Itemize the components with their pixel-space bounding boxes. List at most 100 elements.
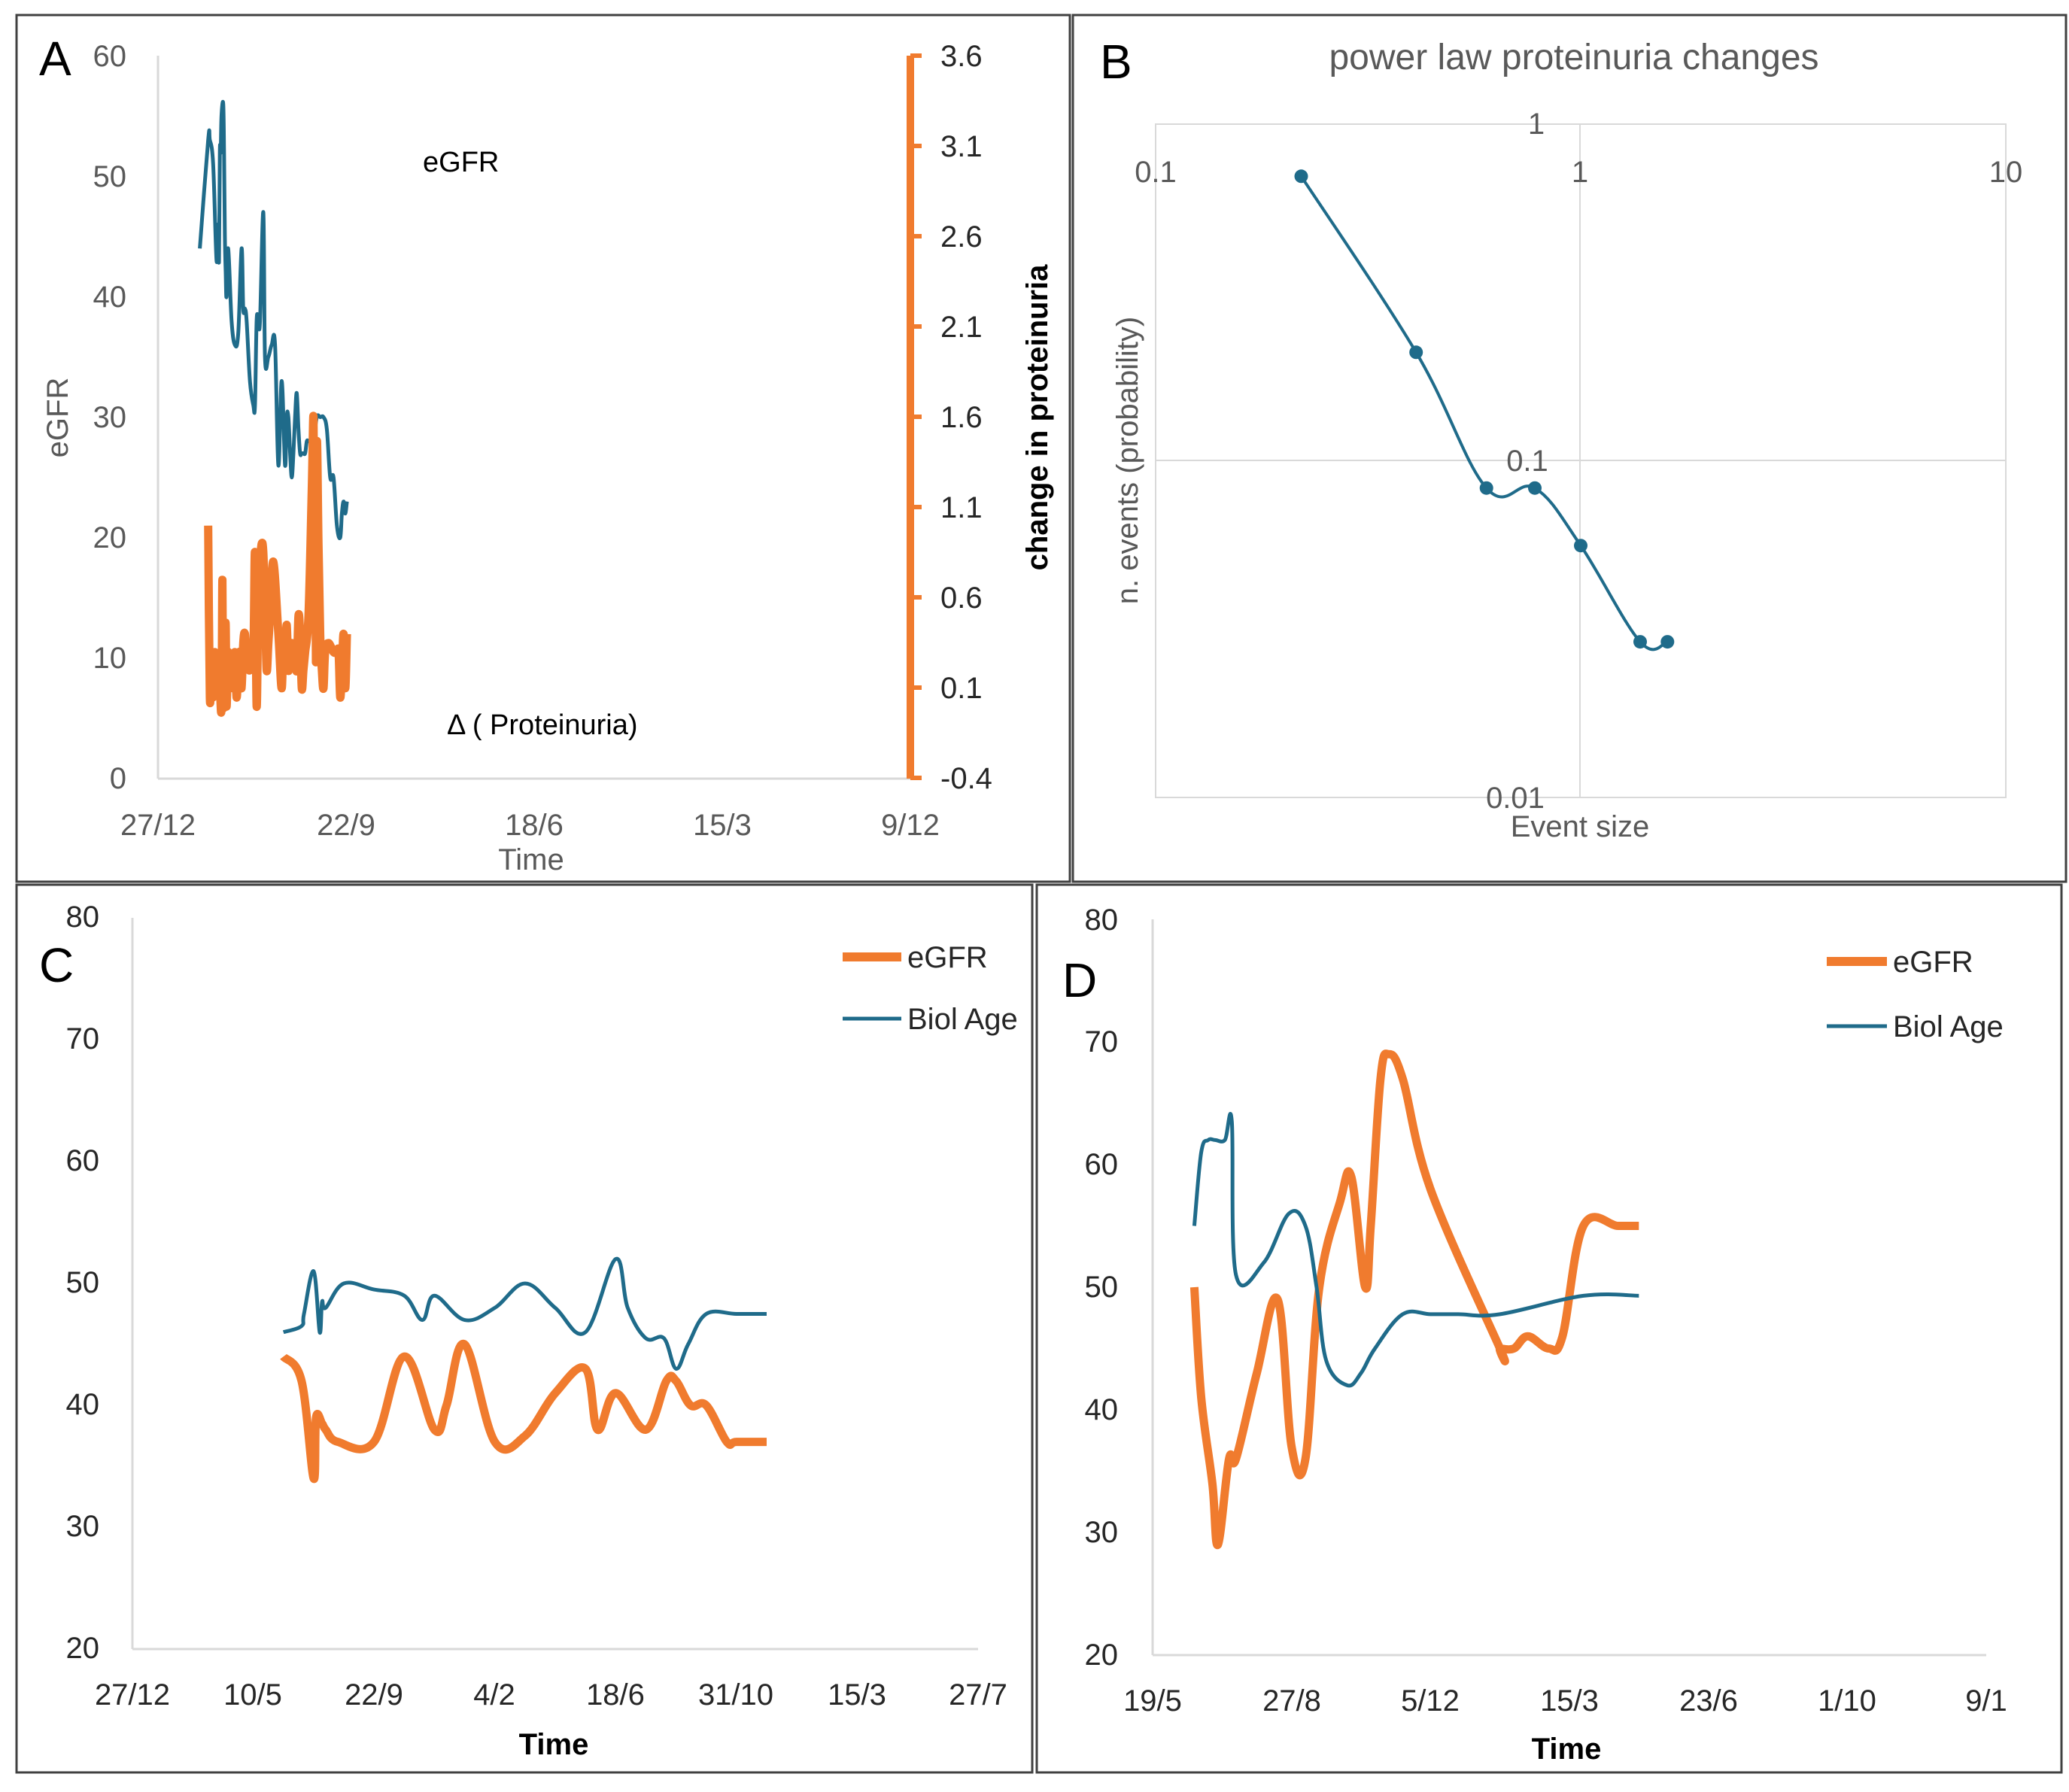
panel-d-x-ticks: 19/5 27/8 5/12 15/3 23/6 1/10 9/1 (1123, 1684, 2007, 1718)
legend-label-biol-age: Biol Age (907, 1003, 1018, 1036)
y-tick-label: 0.01 (1486, 782, 1545, 815)
y-tick-label: 40 (1085, 1393, 1119, 1426)
y-tick-label: 30 (1085, 1516, 1119, 1549)
y2-tick-label: -0.4 (940, 762, 992, 795)
y2-tick-label: 3.6 (940, 40, 983, 73)
y-tick-label: 80 (66, 901, 100, 934)
x-tick-label: 1/10 (1818, 1684, 1876, 1718)
panel-c-biol-age-line (282, 1256, 767, 1371)
panel-a-egfr-line (198, 99, 349, 540)
panel-b-y-label: n. events (probability) (1111, 317, 1144, 604)
x-tick-label: 27/12 (95, 1678, 170, 1712)
x-tick-label: 5/12 (1401, 1684, 1460, 1718)
legend-label-biol-age: Biol Age (1893, 1010, 2004, 1043)
y-tick-label: 1 (1528, 108, 1545, 141)
x-tick-label: 15/3 (1540, 1684, 1599, 1718)
y2-tick-label: 0.1 (940, 672, 983, 705)
panel-c-legend: eGFR Biol Age (843, 941, 1018, 1036)
panel-b-series-line (1299, 175, 1668, 651)
x-tick-label: 31/10 (698, 1678, 773, 1712)
x-tick-label: 18/6 (505, 809, 564, 842)
x-tick-label: 27/8 (1262, 1684, 1321, 1718)
y2-tick-label: 2.1 (940, 311, 983, 344)
panel-a-y2-ticks (910, 53, 922, 780)
y2-tick-label: 2.6 (940, 220, 983, 254)
y2-tick-label: 3.1 (940, 130, 983, 163)
x-tick-label: 22/9 (345, 1678, 403, 1712)
panel-c-y-ticks: 80 70 60 50 40 30 20 (66, 901, 100, 1665)
data-point (1660, 635, 1675, 649)
panel-c-x-label: Time (519, 1728, 589, 1761)
y-tick-label: 40 (93, 281, 127, 314)
y-tick-label: 70 (1085, 1025, 1119, 1058)
x-tick-label: 15/3 (693, 809, 752, 842)
data-point (1409, 345, 1423, 360)
panel-b-frame (1071, 14, 2067, 883)
x-tick-label: 9/1 (1965, 1684, 2007, 1718)
y-tick-label: 70 (66, 1022, 100, 1055)
panel-b-y-ticks: 1 0.1 0.01 (1486, 108, 1548, 815)
panel-d-x-label: Time (1532, 1733, 1602, 1766)
x-tick-label: 19/5 (1123, 1684, 1182, 1718)
panel-b-x-label: Event size (1511, 810, 1650, 843)
panel-a-proteinuria-line (204, 412, 351, 717)
y-tick-label: 80 (1085, 904, 1119, 937)
legend-label-egfr: eGFR (907, 941, 988, 974)
x-tick-label: 15/3 (828, 1678, 886, 1712)
y2-tick-label: 1.1 (940, 491, 983, 524)
panel-d: D 80 70 60 50 40 30 20 19/5 27/8 5/12 15… (1035, 883, 2063, 1774)
panel-d-letter: D (1062, 953, 1097, 1007)
panel-a-x-ticks: 27/12 22/9 18/6 15/3 9/12 (120, 809, 940, 842)
data-point (1294, 169, 1308, 184)
y-tick-label: 0 (110, 762, 126, 795)
panel-c-letter: C (39, 938, 74, 992)
panel-d-biol-age-line (1192, 1112, 1639, 1388)
panel-c-frame (15, 883, 1034, 1774)
data-point (1479, 481, 1493, 495)
panel-c: C 80 70 60 50 40 30 20 27/12 10/5 22/9 4… (15, 883, 1034, 1774)
panel-a-y-ticks: 60 50 40 30 20 10 0 (93, 40, 127, 795)
panel-d-egfr-line (1189, 1049, 1639, 1549)
panel-a-y2-label: change in proteinuria (1021, 264, 1054, 570)
x-tick-label: 10/5 (223, 1678, 282, 1712)
x-tick-label: 1 (1572, 156, 1588, 189)
x-tick-label: 22/9 (317, 809, 375, 842)
y-tick-label: 30 (93, 401, 127, 434)
x-tick-label: 4/2 (473, 1678, 515, 1712)
data-point (1633, 635, 1647, 649)
panel-d-legend: eGFR Biol Age (1827, 946, 2004, 1043)
panel-c-x-ticks: 27/12 10/5 22/9 4/2 18/6 31/10 15/3 27/7 (95, 1678, 1007, 1712)
legend-label-egfr: eGFR (1893, 946, 1973, 979)
y-tick-label: 60 (66, 1144, 100, 1177)
panel-a: A 60 50 40 30 20 10 0 3.6 3.1 2.6 (15, 14, 1071, 883)
data-point (1528, 481, 1542, 495)
y-tick-label: 20 (93, 521, 127, 554)
data-point (1574, 539, 1587, 553)
y2-tick-label: 0.6 (940, 582, 983, 615)
panel-c-egfr-line (280, 1339, 767, 1483)
x-tick-label: 9/12 (881, 809, 940, 842)
panel-b-x-ticks: 0.1 1 10 (1135, 156, 2022, 189)
panel-b-letter: B (1100, 35, 1132, 89)
panel-b: B power law proteinuria changes 0.1 1 10… (1071, 14, 2067, 883)
panel-a-proteinuria-annotation: Δ ( Proteinuria) (447, 709, 637, 741)
panel-a-letter: A (39, 32, 71, 86)
y-tick-label: 10 (93, 642, 127, 675)
y-tick-label: 40 (66, 1388, 100, 1421)
y-tick-label: 50 (66, 1266, 100, 1299)
y-tick-label: 50 (93, 160, 127, 193)
x-tick-label: 27/12 (120, 809, 196, 842)
y-tick-label: 50 (1085, 1271, 1119, 1304)
panel-d-y-ticks: 80 70 60 50 40 30 20 (1085, 904, 1119, 1672)
x-tick-label: 23/6 (1679, 1684, 1738, 1718)
y-tick-label: 60 (93, 40, 127, 73)
y-tick-label: 20 (1085, 1639, 1119, 1672)
panel-a-x-label: Time (498, 843, 564, 876)
x-tick-label: 27/7 (949, 1678, 1007, 1712)
y-tick-label: 60 (1085, 1148, 1119, 1181)
x-tick-label: 0.1 (1135, 156, 1177, 189)
panel-a-frame (15, 14, 1071, 883)
y-tick-label: 30 (66, 1510, 100, 1543)
panel-b-points (1294, 169, 1675, 649)
